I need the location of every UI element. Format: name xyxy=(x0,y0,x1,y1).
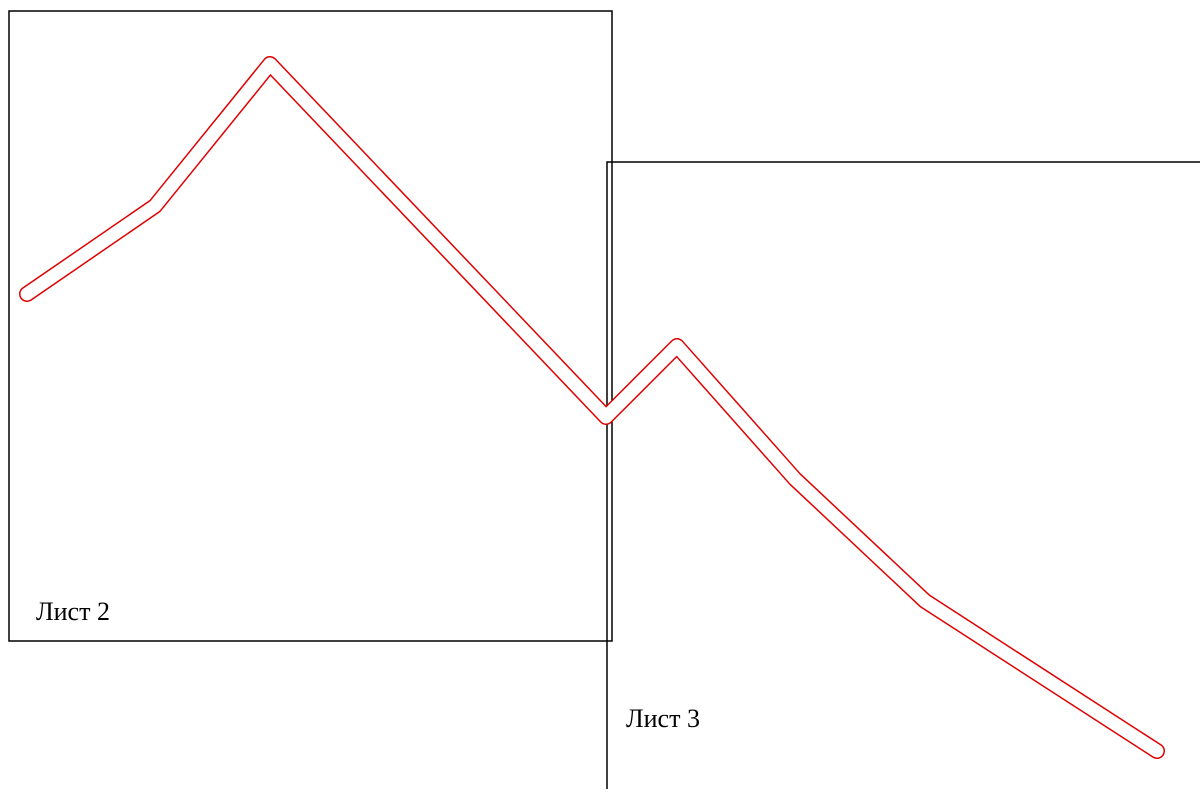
sheet-2-border xyxy=(8,10,613,642)
cable-route-inner xyxy=(20,57,1164,758)
cable-route xyxy=(19,56,1165,759)
sheet-3-label: Лист 3 xyxy=(626,704,700,733)
sheet-3-border xyxy=(606,161,1200,789)
sheet-2-label: Лист 2 xyxy=(36,597,110,626)
